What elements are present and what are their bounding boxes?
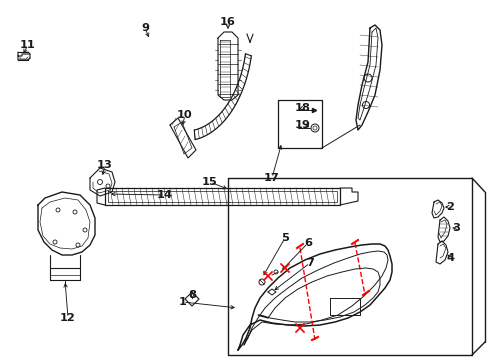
Text: 17: 17 — [264, 173, 279, 183]
Text: 10: 10 — [177, 110, 192, 120]
Text: 18: 18 — [294, 103, 310, 113]
Text: 11: 11 — [20, 40, 36, 50]
Text: 14: 14 — [157, 190, 173, 200]
Text: 15: 15 — [202, 177, 218, 187]
Text: 4: 4 — [445, 253, 453, 263]
Text: 9: 9 — [141, 23, 149, 33]
Text: 19: 19 — [294, 120, 310, 130]
Text: 6: 6 — [304, 238, 311, 248]
Text: 1: 1 — [179, 297, 186, 307]
Text: 7: 7 — [305, 258, 313, 268]
Text: 8: 8 — [187, 290, 196, 300]
Text: 16: 16 — [220, 17, 235, 27]
Text: 2: 2 — [445, 202, 453, 212]
Text: 12: 12 — [60, 313, 76, 323]
Text: 13: 13 — [97, 160, 113, 170]
Text: 3: 3 — [451, 223, 459, 233]
Text: 5: 5 — [281, 233, 288, 243]
